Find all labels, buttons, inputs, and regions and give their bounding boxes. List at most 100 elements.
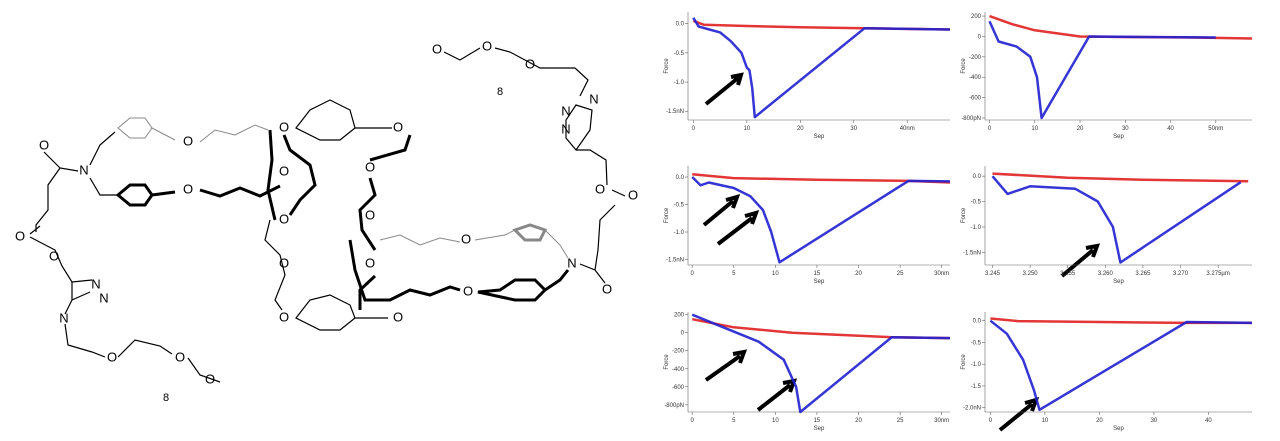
atom: O [628, 187, 638, 202]
atom: O [15, 228, 25, 243]
y-axis-label: Force [664, 354, 670, 370]
x-axis-label: Sep [814, 134, 825, 140]
x-tick-label: 10 [772, 271, 779, 277]
y-axis-label: Force [664, 207, 670, 223]
x-tick-label: 10 [743, 126, 750, 132]
y-tick-label: -600 [672, 385, 685, 391]
atom: O [393, 309, 403, 324]
y-axis-label: Force [961, 354, 967, 370]
atom: O [525, 56, 535, 71]
y-tick-label: -1.5nN [666, 258, 684, 264]
y-tick-label: -0.5 [674, 51, 685, 57]
y-tick-label: -200 [672, 349, 685, 355]
x-tick-label: 25 [897, 271, 904, 277]
atom: O [602, 281, 612, 296]
y-tick-label: -2.0nN [963, 406, 981, 412]
x-tick-label: 0 [988, 126, 992, 132]
atom: O [279, 163, 289, 178]
y-tick-label: -1.5nN [666, 109, 684, 115]
atom: O [463, 283, 473, 298]
subscript: 8 [497, 86, 503, 98]
atom: O [279, 255, 289, 270]
series-line [992, 172, 1249, 183]
series-line [691, 317, 951, 340]
atom: O [49, 248, 59, 263]
atom: O [365, 159, 375, 174]
x-tick-label: 20 [855, 271, 862, 277]
x-tick-label: 0 [690, 271, 694, 277]
x-tick-label: 3.260 [1098, 271, 1114, 277]
x-tick-label: 0 [692, 126, 696, 132]
y-tick-label: -0.5 [971, 340, 982, 346]
atom: O [183, 133, 193, 148]
y-axis-label: Force [961, 58, 967, 74]
y-tick-label: 200 [971, 14, 982, 20]
x-tick-label: 30 [1122, 126, 1129, 132]
series-line [989, 319, 1253, 412]
atom: O [205, 371, 215, 386]
series-line [691, 176, 951, 264]
x-axis-label: Sep [1113, 134, 1124, 140]
y-axis-label: Force [961, 207, 967, 223]
atom: O [279, 119, 289, 134]
series-line [692, 17, 951, 119]
x-tick-label: 3.275µm [1206, 271, 1229, 277]
atom: N [561, 103, 570, 118]
y-tick-label: 0.0 [676, 22, 685, 28]
y-tick-label: -1.0 [674, 230, 685, 236]
x-tick-label: 10 [1042, 418, 1049, 424]
x-tick-label: 20 [855, 418, 862, 424]
y-tick-label: -400 [969, 75, 982, 81]
atom: O [482, 38, 492, 53]
atom: O [107, 349, 117, 364]
x-tick-label: 40nm [900, 126, 915, 132]
y-tick-label: 200 [674, 313, 685, 319]
series-line [989, 14, 1253, 40]
y-tick-label: -0.5 [971, 200, 982, 206]
x-axis-label: Sep [1113, 279, 1124, 285]
x-tick-label: 50nm [1208, 126, 1223, 132]
y-tick-label: -1.5 [971, 384, 982, 390]
y-tick-label: 0.0 [676, 175, 685, 181]
atom: O [279, 211, 289, 226]
x-tick-label: 40 [1205, 418, 1212, 424]
y-tick-label: -1.0 [674, 80, 685, 86]
x-axis-label: Sep [814, 279, 825, 285]
x-tick-label: 30 [1151, 418, 1158, 424]
x-tick-label: 15 [814, 418, 821, 424]
y-tick-label: 0.0 [973, 319, 982, 325]
subscript: 8 [163, 392, 169, 404]
atom: O [461, 231, 471, 246]
x-tick-label: 3.265 [1135, 271, 1151, 277]
series-line [991, 175, 1242, 264]
atom: N [91, 276, 100, 291]
series-line [988, 20, 1216, 120]
x-tick-label: 20 [1096, 418, 1103, 424]
atom: O [365, 207, 375, 222]
atom: O [432, 41, 442, 56]
x-tick-label: 20 [1077, 126, 1084, 132]
x-tick-label: 15 [814, 271, 821, 277]
y-tick-label: 0 [978, 34, 982, 40]
atom: N [561, 121, 570, 136]
atom: N [589, 91, 598, 106]
y-tick-label: -1.5nN [963, 250, 981, 256]
y-tick-label: -400 [672, 367, 685, 373]
x-tick-label: 25 [897, 418, 904, 424]
atom: O [183, 181, 193, 196]
y-tick-label: -200 [969, 55, 982, 61]
y-tick-label: -800pN [664, 403, 684, 409]
x-tick-label: 30nm [934, 418, 949, 424]
x-tick-label: 30nm [934, 271, 949, 277]
x-tick-label: 3.270 [1173, 271, 1189, 277]
atom: O [595, 181, 605, 196]
y-tick-label: -600 [969, 96, 982, 102]
x-tick-label: 10 [772, 418, 779, 424]
atom: N [79, 162, 88, 177]
x-tick-label: 3.255 [1060, 271, 1076, 277]
molecule: O N O O N N N O O 8 O O O O 8 N N N O O … [15, 38, 1101, 432]
x-tick-label: 30 [850, 126, 857, 132]
atom: N [567, 255, 576, 270]
y-tick-label: -1.0 [971, 225, 982, 231]
